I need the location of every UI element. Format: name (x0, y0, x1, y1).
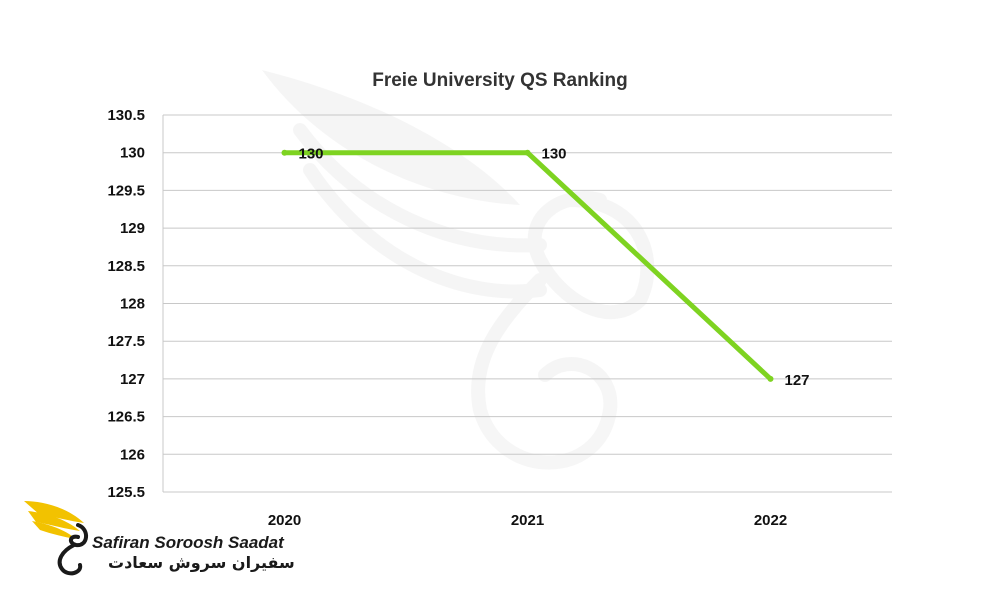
x-tick-label: 2022 (754, 512, 787, 529)
brand-logo: Safiran Soroosh Saadat سفیران سروش سعادت (22, 495, 295, 580)
y-tick-label: 128.5 (107, 258, 145, 275)
gridlines (162, 114, 892, 493)
y-tick-label: 126.5 (107, 409, 145, 426)
y-tick-label: 127.5 (107, 333, 145, 350)
data-labels: 130 130 127 (299, 146, 810, 389)
data-point (767, 375, 774, 382)
y-tick-label: 130 (120, 145, 145, 162)
data-label: 130 (299, 146, 324, 163)
brand-name-fa: سفیران سروش سعادت (108, 553, 295, 572)
y-tick-label: 125.5 (107, 484, 145, 501)
x-tick-label: 2021 (511, 512, 544, 529)
data-label: 127 (785, 372, 810, 389)
y-axis-ticks: 130.5 130 129.5 129 128.5 128 127.5 127 126.5 126… (107, 107, 145, 501)
brand-name-en: Safiran Soroosh Saadat (92, 533, 284, 552)
chart-title: Freie University QS Ranking (372, 70, 628, 91)
data-point (281, 149, 288, 156)
y-tick-label: 127 (120, 371, 145, 388)
wing-logo-icon (24, 501, 88, 576)
watermark-logo (262, 70, 655, 470)
y-tick-label: 126 (120, 446, 145, 463)
data-points (281, 149, 774, 382)
y-tick-label: 129 (120, 220, 145, 237)
x-tick-label: 2020 (268, 512, 301, 529)
data-point (524, 149, 531, 156)
y-tick-label: 130.5 (107, 107, 145, 124)
x-axis-ticks: 2020 2021 2022 (268, 512, 787, 529)
y-tick-label: 129.5 (107, 182, 145, 199)
y-tick-label: 128 (120, 296, 145, 313)
data-label: 130 (542, 146, 567, 163)
